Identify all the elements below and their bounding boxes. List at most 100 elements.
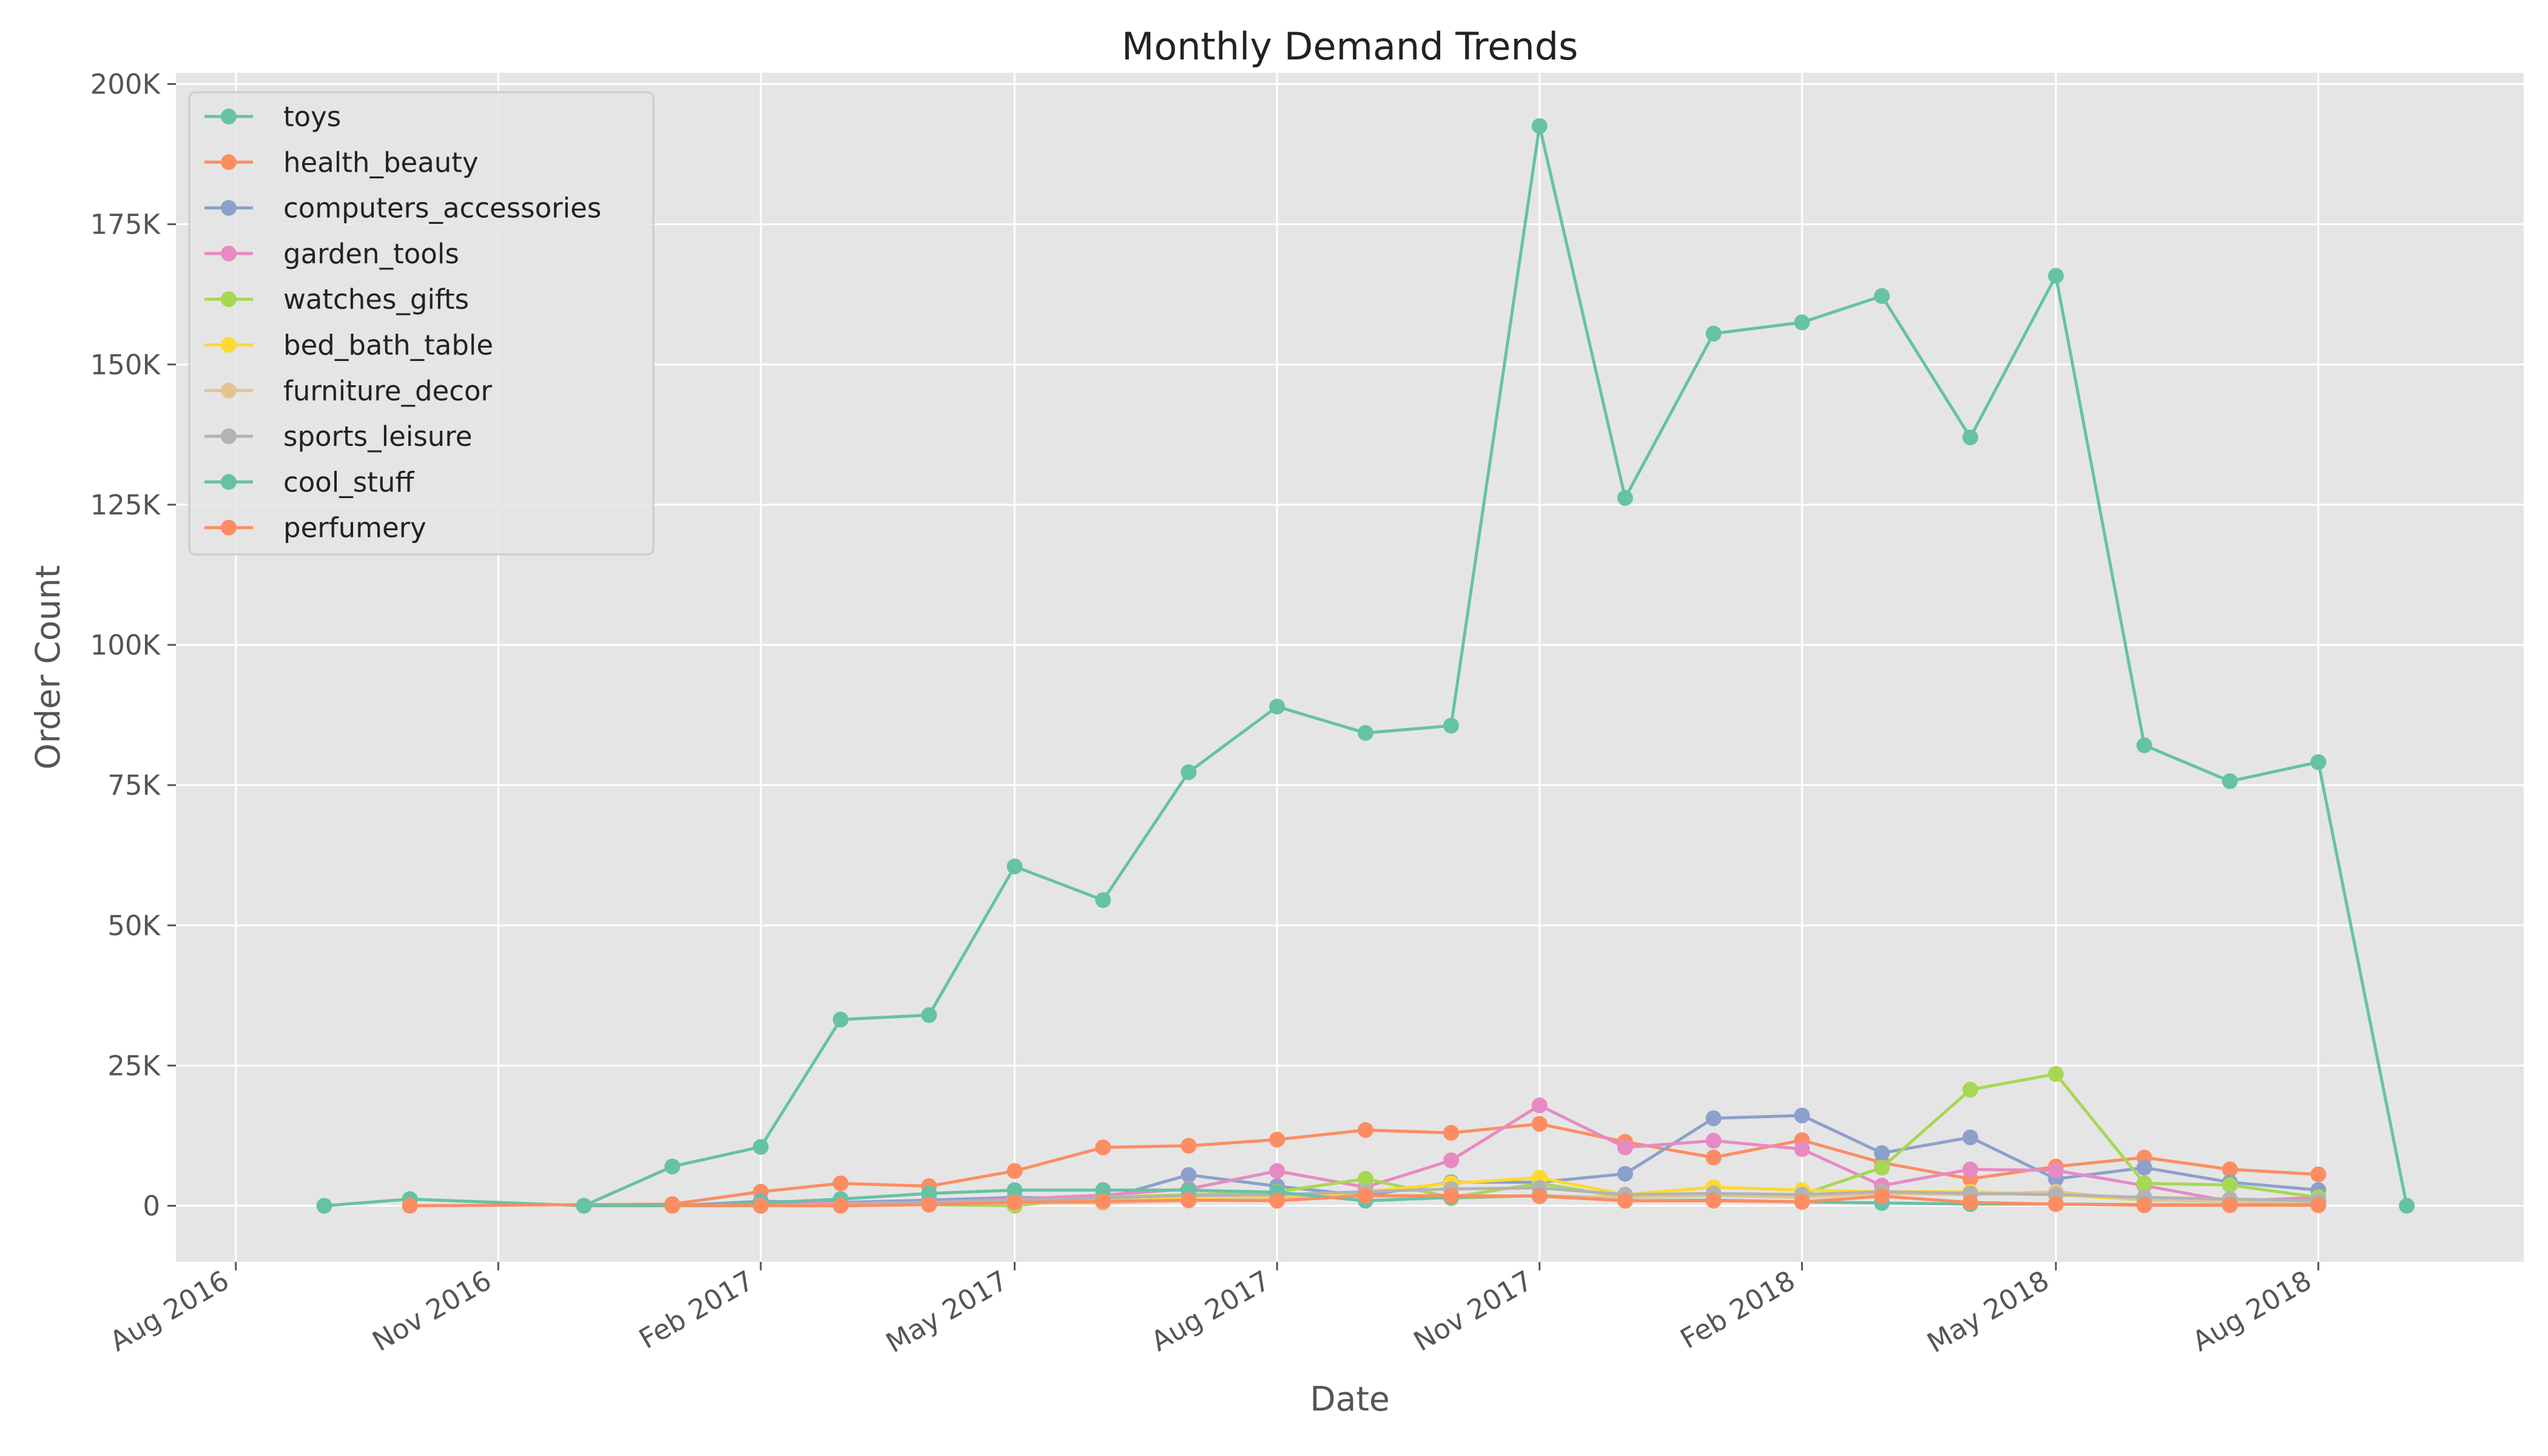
x-axis-label: Date [1310,1380,1389,1418]
x-tick-label: Aug 2018 [2187,1264,2317,1358]
data-point [1095,1139,1111,1156]
data-point [1873,1159,1890,1176]
data-point [1705,1133,1722,1149]
data-point [2136,737,2152,753]
data-point [2222,773,2238,789]
data-point [832,1175,849,1191]
y-axis-label: Order Count [29,565,67,769]
data-point [1181,764,1197,780]
data-point [1443,1125,1459,1141]
data-point [2048,1196,2064,1212]
data-point [1357,1187,1373,1204]
data-point [1269,1193,1286,1209]
data-point [1181,1167,1197,1183]
x-tick-label: May 2018 [1922,1264,2055,1360]
y-tick-label: 200K [90,68,161,100]
legend-label: toys [283,101,341,133]
series-line [324,124,2408,1207]
data-point [1962,1082,1978,1098]
data-point [1443,1152,1459,1168]
legend-marker [221,200,237,216]
legend-item: toys [204,101,341,133]
y-tick-label: 125K [90,489,161,521]
data-point [1794,1107,1810,1124]
chart-title: Monthly Demand Trends [1122,24,1579,69]
series-line [672,1114,2319,1207]
legend-item: garden_tools [204,238,459,270]
data-point [752,1139,769,1155]
data-point [2222,1177,2238,1193]
legend-marker [221,337,237,353]
legend-box [188,91,655,556]
data-point [832,1198,849,1214]
y-tick-label: 0 [143,1190,160,1222]
legend-marker [221,519,237,536]
data-point [1873,288,1890,304]
x-tick-label: Feb 2018 [1675,1264,1801,1355]
data-point [1443,718,1459,734]
series-perfumery [664,1187,2327,1214]
legend-item: sports_leisure [204,420,472,453]
legend-item: bed_bath_table [204,329,493,362]
data-point [921,1196,937,1213]
data-point [2399,1198,2415,1214]
data-point [1873,1188,1890,1204]
y-tick-label: 75K [107,769,161,801]
y-tick-label: 175K [90,209,161,241]
y-tick-label: 25K [107,1050,161,1082]
legend-label: computers_accessories [283,192,601,224]
x-tick-label: May 2017 [880,1264,1013,1360]
data-point [1531,1097,1548,1114]
data-point [2222,1161,2238,1178]
legend-label: cool_stuff [283,466,414,498]
data-point [1962,1195,1978,1210]
legend-item: health_beauty [204,146,479,178]
data-point [921,1007,937,1023]
x-tick-label: Feb 2017 [633,1264,759,1355]
data-point [921,1185,937,1202]
data-point [1443,1187,1459,1204]
data-point [1181,1192,1197,1208]
data-point [1705,1110,1722,1127]
data-point [2136,1159,2152,1176]
data-point [1962,1129,1978,1145]
data-point [1794,314,1810,331]
legend-marker [221,154,237,170]
data-point [402,1198,418,1214]
data-point [1006,1163,1023,1179]
data-point [1531,118,1548,134]
legend-item: perfumery [204,512,426,544]
data-point [1357,1171,1373,1187]
data-point [664,1158,681,1175]
legend-item: watches_gifts [204,283,469,315]
legend-item: computers_accessories [204,192,601,224]
legend-item: cool_stuff [204,466,414,498]
legend-marker [221,245,237,261]
data-point [1617,490,1633,506]
data-point [2048,1162,2064,1179]
legend-marker [221,109,237,124]
legend-label: perfumery [283,512,426,544]
y-axis-ticks: 0 25K 50K 75K 100K 125K 150K 175K 200K [90,68,176,1222]
legend-marker [221,382,237,399]
data-point [2310,1166,2327,1182]
data-point [1531,1188,1548,1204]
data-point [2222,1197,2238,1213]
legend-label: watches_gifts [283,283,469,315]
x-tick-label: Aug 2016 [104,1264,234,1358]
data-point [1705,325,1722,342]
data-point [1181,1138,1197,1154]
data-point [664,1198,681,1214]
series-toys [316,118,2415,1214]
series-layer [316,118,2415,1214]
data-point [2310,1197,2327,1213]
data-point [1357,1122,1373,1138]
legend-marker [221,428,237,445]
legend-item: furniture_decor [204,375,492,407]
legend-marker [221,291,237,308]
data-point [1006,1195,1023,1210]
series-line [672,1194,2319,1207]
data-point [1095,892,1111,908]
data-point [2310,754,2327,770]
